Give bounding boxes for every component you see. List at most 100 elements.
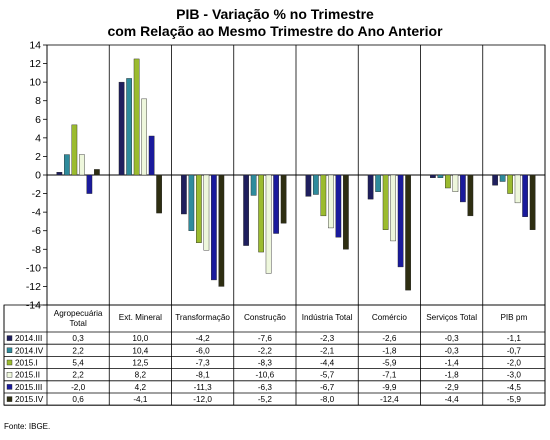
data-label: -2,2	[258, 346, 273, 355]
data-label: -9,9	[382, 383, 397, 392]
y-tick-label: 14	[29, 40, 41, 52]
data-label: -4,4	[320, 359, 335, 368]
y-tick-label: 12	[29, 58, 41, 70]
legend-swatch	[6, 384, 13, 390]
chart-title: PIB - Variação % no Trimestre	[176, 6, 374, 22]
bar	[328, 174, 334, 229]
chart-subtitle: com Relação ao Mesmo Trimestre do Ano An…	[107, 23, 443, 39]
bar	[405, 174, 411, 291]
legend-label: 2015.I	[15, 359, 38, 368]
category-label: Indústria Total	[302, 313, 353, 322]
bar	[71, 124, 78, 176]
data-label: -7,3	[196, 359, 211, 368]
bar	[445, 174, 451, 189]
data-label: -8,0	[320, 395, 335, 404]
bar	[390, 174, 396, 242]
data-label: 0,3	[72, 334, 84, 343]
bar	[280, 174, 287, 224]
category-label: Total	[69, 319, 86, 328]
data-label: -6,0	[196, 346, 211, 355]
bar	[499, 174, 506, 182]
data-label: -4,2	[196, 334, 211, 343]
data-label: -2,1	[320, 346, 335, 355]
y-tick-label: -4	[32, 207, 41, 219]
y-tick-label: -8	[32, 244, 41, 256]
bar	[86, 174, 93, 194]
category-label: Ext. Mineral	[119, 313, 162, 322]
bar	[313, 174, 319, 195]
bar	[375, 174, 381, 192]
bar	[507, 174, 513, 194]
data-label: -0,3	[445, 346, 460, 355]
category-label: Comércio	[372, 313, 407, 322]
legend-swatch	[6, 372, 13, 378]
bar	[467, 174, 474, 217]
category-label: Transformação	[175, 313, 230, 322]
bar	[492, 174, 498, 186]
y-tick-label: 0	[35, 170, 41, 182]
bar	[367, 174, 374, 200]
y-tick-label: -14	[26, 300, 41, 312]
data-label: 10,4	[132, 346, 148, 355]
data-label: -2,0	[71, 383, 86, 392]
data-label: -0,7	[507, 346, 522, 355]
category-label: Serviços Total	[426, 313, 477, 322]
category-label: Agropecuária	[54, 309, 103, 318]
bar	[258, 174, 264, 253]
bar	[430, 174, 436, 178]
data-label: -2,6	[382, 334, 397, 343]
data-label: -4,5	[507, 383, 522, 392]
bar	[335, 174, 342, 238]
data-label: 4,2	[135, 383, 147, 392]
bar	[529, 174, 536, 230]
y-tick-label: 2	[35, 151, 41, 163]
y-tick-label: 6	[35, 114, 41, 126]
y-tick-label: -10	[26, 262, 41, 274]
bar	[273, 174, 279, 234]
data-label: -11,3	[194, 383, 212, 392]
bar	[64, 154, 70, 176]
category-label: PIB pm	[500, 313, 527, 322]
bar	[522, 174, 528, 217]
data-label: -1,1	[507, 334, 522, 343]
data-label: -7,1	[382, 371, 397, 380]
category-label: Construção	[244, 313, 286, 322]
data-label: -3,0	[507, 371, 522, 380]
bar	[118, 81, 125, 176]
bar	[156, 174, 162, 214]
bar	[203, 174, 210, 251]
bar	[460, 174, 466, 203]
data-label: 10,0	[132, 334, 148, 343]
data-label: -5,9	[507, 395, 522, 404]
y-tick-label: -2	[32, 188, 41, 200]
bar	[437, 174, 444, 178]
legend-label: 2015.III	[15, 383, 42, 392]
data-label: -2,3	[320, 334, 335, 343]
bar	[211, 174, 217, 281]
bar	[218, 174, 225, 287]
y-tick-label: 4	[35, 132, 41, 144]
data-label: -12,0	[193, 395, 212, 404]
data-label: -4,1	[133, 395, 148, 404]
bar	[265, 174, 272, 274]
legend-swatch	[6, 347, 13, 353]
data-label: -2,9	[445, 383, 460, 392]
data-label: -12,4	[380, 395, 399, 404]
bar	[452, 174, 459, 192]
data-label: -1,4	[445, 359, 460, 368]
bar	[133, 58, 140, 176]
legend-swatch	[6, 335, 13, 341]
data-label: -7,6	[258, 334, 273, 343]
legend-label: 2015.IV	[15, 395, 44, 404]
bar	[196, 174, 202, 243]
data-label: -8,1	[196, 371, 211, 380]
data-label: 2,2	[72, 371, 84, 380]
source-note: Fonte: IBGE.	[4, 422, 51, 431]
data-label: -1,8	[382, 346, 397, 355]
legend-label: 2015.II	[15, 371, 40, 380]
data-label: -10,6	[256, 371, 275, 380]
bar	[243, 174, 249, 246]
y-tick-label: 10	[29, 77, 41, 89]
bar	[305, 174, 312, 197]
